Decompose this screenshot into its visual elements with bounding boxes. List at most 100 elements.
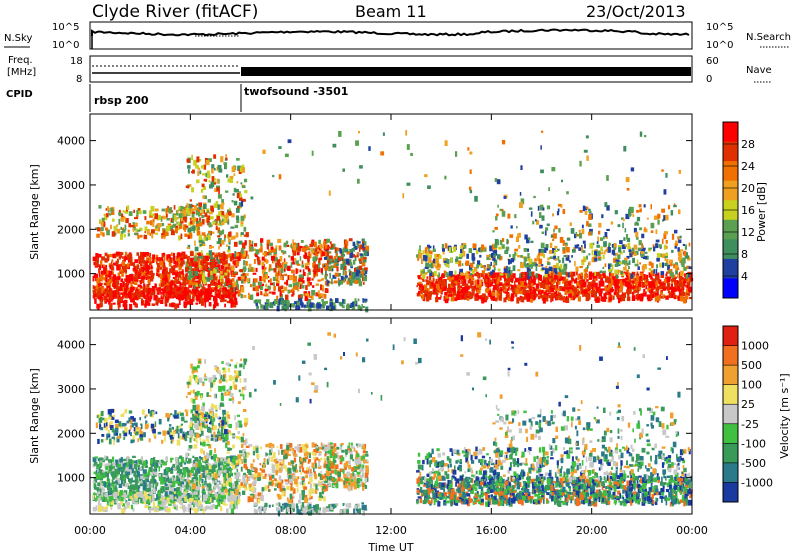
heatmap-cell [113, 225, 118, 232]
heatmap-cell [132, 480, 136, 483]
heatmap-cell [484, 273, 487, 276]
heatmap-cell [436, 254, 441, 258]
heatmap-cell [112, 291, 115, 297]
heatmap-cell [679, 291, 681, 298]
heatmap-cell [685, 294, 689, 300]
heatmap-cell [474, 296, 478, 301]
heatmap-cell [667, 264, 670, 270]
heatmap-cell [453, 247, 457, 252]
heatmap-cell [196, 252, 200, 256]
heatmap-cell [191, 282, 196, 286]
heatmap-cell [253, 300, 256, 304]
heatmap-cell [666, 286, 671, 290]
heatmap-cell [440, 290, 443, 295]
heatmap-cell [139, 286, 144, 290]
heatmap-cell [568, 293, 573, 298]
heatmap-cell [321, 272, 324, 276]
heatmap-cell [264, 293, 269, 297]
heatmap-cell [677, 285, 680, 292]
heatmap-cell [192, 169, 195, 174]
heatmap-cell [641, 233, 645, 239]
heatmap-cell [198, 290, 201, 293]
heatmap-cell [512, 255, 516, 261]
heatmap-cell [481, 265, 485, 268]
heatmap-cell [623, 218, 625, 222]
heatmap-cell [169, 226, 174, 232]
heatmap-cell [128, 478, 132, 481]
heatmap-cell [106, 229, 110, 236]
heatmap-cell [290, 262, 293, 268]
heatmap-cell [526, 295, 531, 302]
heatmap-cell [454, 279, 456, 282]
heatmap-cell [624, 280, 628, 287]
heatmap-cell [514, 251, 516, 256]
heatmap-cell [116, 224, 119, 227]
heatmap-cell [122, 295, 124, 299]
heatmap-cell [158, 465, 161, 472]
heatmap-cell [348, 238, 353, 242]
heatmap-cell [199, 212, 203, 216]
heatmap-cell [227, 489, 232, 494]
heatmap-cell [522, 281, 526, 285]
heatmap-cell [293, 242, 296, 246]
heatmap-cell [173, 252, 176, 259]
heatmap-cell [535, 263, 538, 267]
heatmap-cell [292, 260, 295, 265]
heatmap-cell [243, 178, 248, 183]
heatmap-cell [137, 284, 142, 288]
heatmap-cell [200, 457, 204, 460]
heatmap-cell [231, 278, 235, 282]
heatmap-cell [504, 290, 508, 294]
heatmap-cell [320, 293, 324, 297]
heatmap-cell [193, 159, 197, 166]
heatmap-cell [148, 281, 151, 286]
heatmap-cell [510, 270, 513, 275]
heatmap-cell [492, 265, 496, 268]
heatmap-cell [139, 234, 143, 238]
heatmap-cell [162, 280, 165, 286]
heatmap-cell [633, 285, 636, 289]
heatmap-cell [151, 468, 155, 474]
heatmap-cell [130, 224, 135, 228]
heatmap-cell [176, 286, 180, 293]
heatmap-cell [499, 208, 504, 212]
heatmap-cell [194, 497, 196, 503]
heatmap-cell [117, 272, 121, 278]
heatmap-cell [226, 265, 229, 270]
heatmap-cell [187, 271, 191, 274]
heatmap-cell [167, 225, 171, 232]
heatmap-cell [117, 285, 120, 290]
heatmap-cell [584, 243, 586, 249]
heatmap-cell [422, 279, 425, 282]
colorbar-tick-label: 20 [741, 182, 755, 195]
heatmap-cell [122, 269, 126, 273]
heatmap-cell [538, 258, 543, 264]
heatmap-cell [308, 270, 311, 275]
heatmap-cell [441, 273, 445, 279]
heatmap-cell [252, 272, 257, 275]
heatmap-cell [558, 203, 561, 207]
heatmap-cell [683, 266, 687, 271]
heatmap-cell [204, 302, 207, 308]
heatmap-cell [148, 256, 152, 262]
heatmap-cell [625, 177, 630, 183]
colorbar-tick-label: 24 [741, 160, 755, 173]
heatmap-cell [163, 274, 168, 280]
heatmap-cell [553, 274, 558, 280]
heatmap-cell [418, 287, 421, 290]
heatmap-cell [293, 244, 297, 251]
heatmap-cell [470, 273, 473, 276]
heatmap-cell [321, 251, 326, 257]
heatmap-cell [418, 290, 421, 295]
heatmap-cell [168, 303, 172, 307]
heatmap-cell [216, 223, 220, 226]
heatmap-cell [312, 285, 315, 288]
heatmap-cell [317, 279, 321, 282]
heatmap-cell [199, 260, 204, 266]
heatmap-cell [307, 268, 310, 272]
heatmap-cell [608, 295, 611, 298]
heatmap-cell [477, 279, 480, 284]
heatmap-cell [192, 221, 195, 226]
heatmap-cell [583, 289, 588, 294]
heatmap-cell [249, 295, 251, 300]
